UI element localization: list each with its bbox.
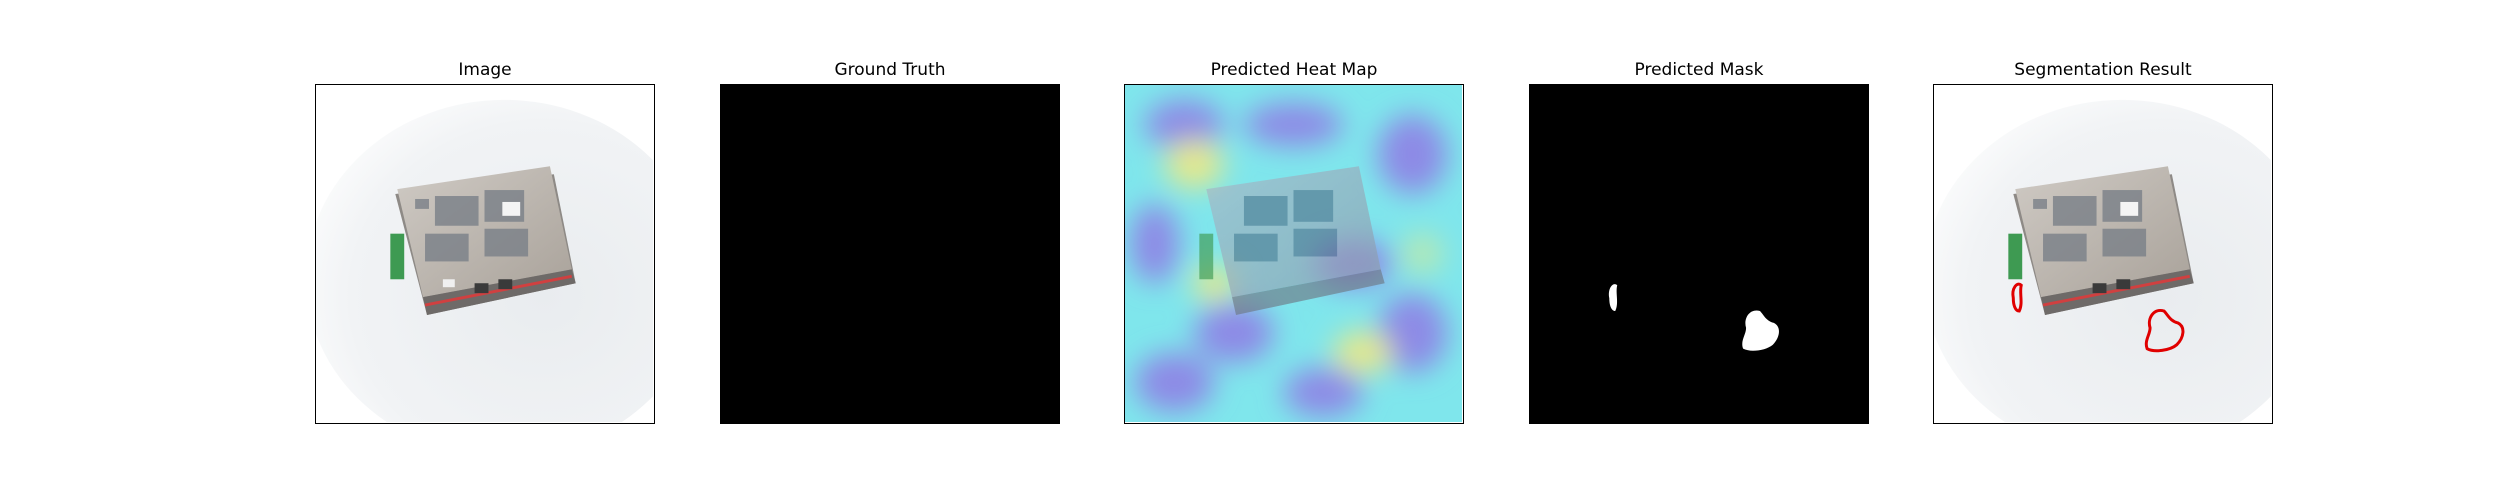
segmentation-overlay xyxy=(1934,85,2271,422)
contour-large xyxy=(2144,308,2185,353)
contour-small xyxy=(2011,282,2023,313)
mask-panel xyxy=(1529,84,1869,424)
heat-map xyxy=(1125,85,1462,422)
heat-map-panel xyxy=(1124,84,1464,424)
defect-blob-large xyxy=(1742,310,1779,351)
panel-title-heat-map: Predicted Heat Map xyxy=(1210,60,1378,80)
ground-truth-panel xyxy=(720,84,1060,424)
segmentation-panel xyxy=(1933,84,2273,424)
device-photo xyxy=(316,85,653,422)
panel-title-segmentation: Segmentation Result xyxy=(2014,60,2192,80)
defect-blob-small xyxy=(1608,284,1618,311)
panel-title-image: Image xyxy=(458,60,512,80)
device-body xyxy=(390,166,576,315)
panel-title-ground-truth: Ground Truth xyxy=(834,60,946,80)
image-panel xyxy=(315,84,655,424)
panel-title-mask: Predicted Mask xyxy=(1634,60,1764,80)
